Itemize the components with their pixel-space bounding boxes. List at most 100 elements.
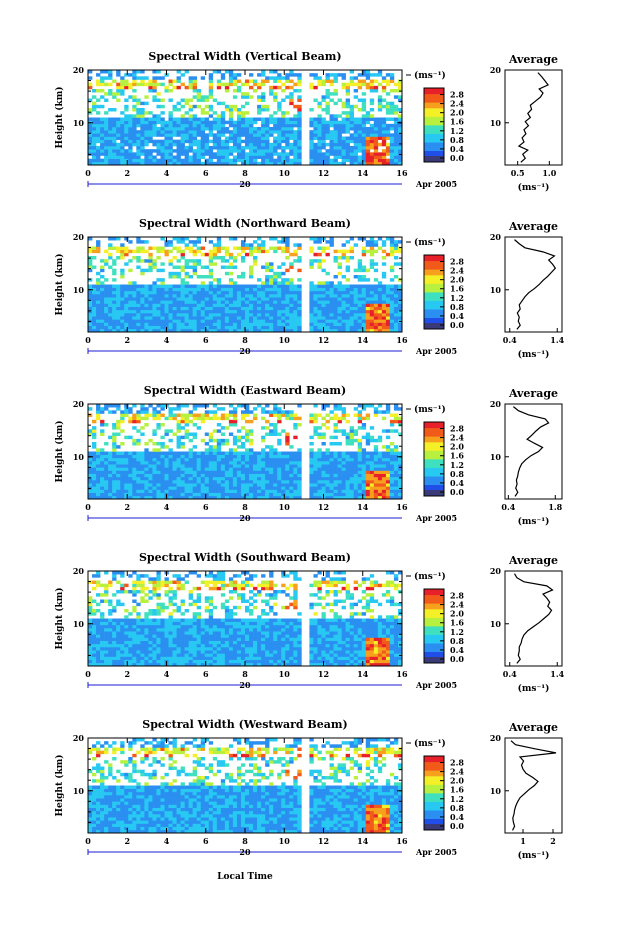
heatmap-cell	[341, 161, 346, 166]
heatmap-cell	[353, 130, 359, 134]
heatmap-cell	[297, 461, 302, 465]
heatmap-cell	[385, 313, 391, 317]
heatmap-cell	[365, 278, 371, 282]
heatmap-cell	[249, 457, 254, 462]
heatmap-cell	[204, 161, 210, 166]
heatmap-cell	[253, 416, 258, 421]
heatmap-cell	[152, 130, 157, 134]
heatmap-cell	[204, 139, 210, 144]
heatmap-cell	[200, 152, 206, 156]
heatmap-cell	[325, 127, 330, 131]
heatmap-cell	[281, 319, 286, 323]
heatmap-cell	[116, 473, 121, 478]
heatmap-cell	[236, 73, 242, 77]
heatmap-cell	[281, 325, 286, 330]
heatmap-cell	[108, 451, 113, 455]
heatmap-cell	[293, 139, 298, 144]
heatmap-cell	[389, 73, 395, 77]
heatmap-cell	[212, 161, 218, 166]
heatmap-cell	[385, 445, 391, 449]
heatmap-cell	[192, 319, 197, 323]
heatmap-cell	[88, 429, 93, 433]
heatmap-cell	[132, 309, 137, 314]
heatmap-cell	[365, 268, 371, 273]
heatmap-cell	[196, 464, 202, 468]
heatmap-cell	[160, 325, 165, 330]
heatmap-cell	[88, 246, 93, 250]
heatmap-cell	[397, 451, 403, 455]
heatmap-cell	[309, 464, 314, 468]
heatmap-cell	[184, 470, 189, 474]
heatmap-cell	[216, 467, 222, 471]
heatmap-cell	[333, 454, 338, 459]
heatmap-cell	[261, 95, 266, 99]
heatmap-cell	[289, 489, 294, 493]
heatmap-cell	[313, 473, 318, 478]
heatmap-cell	[120, 322, 125, 326]
heatmap-cell	[144, 313, 149, 317]
heatmap-cell	[377, 467, 383, 471]
heatmap-cell	[100, 117, 105, 121]
heatmap-cell	[321, 306, 326, 311]
heatmap-cell	[329, 489, 334, 493]
heatmap-cell	[321, 457, 326, 462]
heatmap-cell	[293, 294, 298, 298]
heatmap-cell	[196, 300, 202, 304]
heatmap-cell	[96, 410, 101, 414]
heatmap-cell	[329, 114, 334, 118]
heatmap-cell	[164, 316, 169, 320]
heatmap-cell	[353, 89, 359, 93]
heatmap-cell	[345, 89, 350, 93]
heatmap-cell	[136, 303, 141, 307]
heatmap-cell	[253, 262, 258, 266]
heatmap-cell	[393, 249, 399, 254]
heatmap-cell	[116, 476, 121, 481]
heatmap-cell	[297, 287, 302, 292]
heatmap-cell	[124, 454, 129, 459]
heatmap-cell	[124, 457, 129, 462]
heatmap-cell	[240, 445, 246, 449]
heatmap-cell	[204, 142, 210, 147]
heatmap-cell	[381, 473, 387, 478]
heatmap-cell	[293, 130, 298, 134]
heatmap-cell	[116, 423, 121, 427]
heatmap-cell	[128, 85, 133, 90]
heatmap-cell	[216, 240, 222, 244]
heatmap-cell	[132, 316, 137, 320]
heatmap-cell	[108, 492, 113, 497]
heatmap-cell	[192, 120, 197, 125]
heatmap-cell	[192, 155, 197, 159]
heatmap-cell	[200, 117, 206, 121]
heatmap-cell	[393, 117, 399, 121]
heatmap-cell	[108, 252, 113, 257]
heatmap-cell	[212, 319, 218, 323]
heatmap-cell	[236, 467, 242, 471]
heatmap-cell	[216, 306, 222, 311]
heatmap-cell	[369, 136, 375, 140]
heatmap-cell	[397, 249, 403, 254]
heatmap-cell	[172, 306, 177, 311]
heatmap-cell	[228, 76, 234, 80]
heatmap-cell	[349, 161, 354, 166]
heatmap-cell	[393, 429, 399, 433]
heatmap-cell	[265, 294, 270, 298]
heatmap-cell	[281, 480, 286, 484]
heatmap-cell	[156, 152, 161, 156]
heatmap-cell	[136, 419, 141, 424]
heatmap-cell	[116, 486, 121, 490]
heatmap-cell	[329, 139, 334, 144]
heatmap-cell	[188, 483, 193, 487]
heatmap-cell	[232, 313, 238, 317]
heatmap-cell	[353, 328, 359, 333]
heatmap-cell	[385, 297, 391, 301]
heatmap-cell	[357, 290, 363, 295]
heatmap-cell	[188, 259, 193, 263]
heatmap-cell	[160, 82, 165, 87]
heatmap-cell	[377, 457, 383, 462]
heatmap-cell	[200, 309, 206, 314]
heatmap-cell	[144, 309, 149, 314]
heatmap-cell	[220, 319, 226, 323]
heatmap-cell	[164, 429, 169, 433]
heatmap-cell	[204, 470, 210, 474]
heatmap-cell	[156, 322, 161, 326]
